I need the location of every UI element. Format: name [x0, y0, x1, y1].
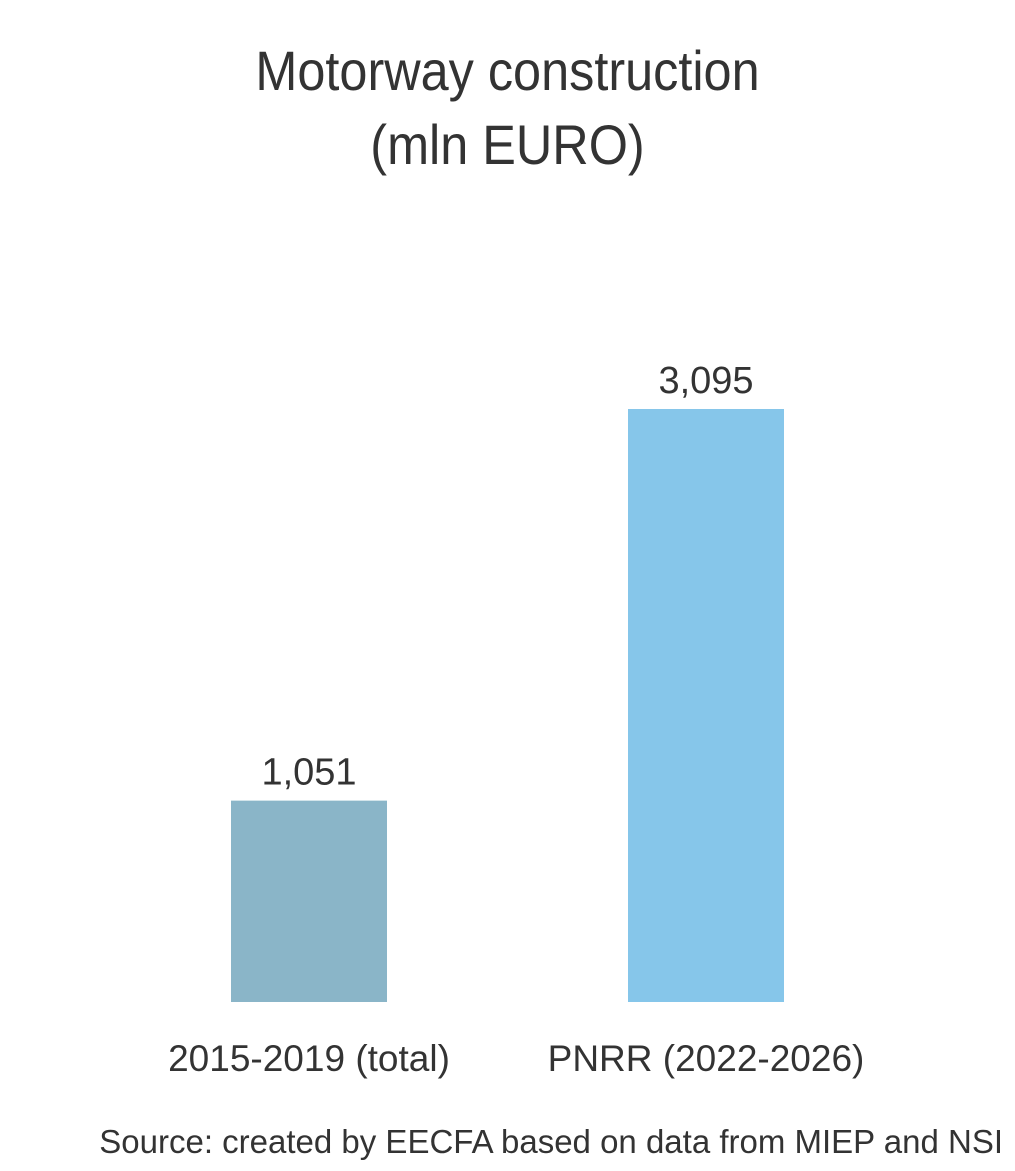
value-label-1: 1,051 [261, 752, 356, 794]
category-label-2: PNRR (2022-2026) [548, 1038, 865, 1079]
chart-title-line-2: (mln EURO) [370, 113, 645, 176]
category-label-1: 2015-2019 (total) [168, 1038, 450, 1079]
value-label-2: 3,095 [658, 360, 753, 402]
bar-chart: 1,051 2015-2019 (total) 3,095 PNRR (2022-20… [168, 360, 865, 1079]
chart-title-line-1: Motorway construction [255, 39, 760, 102]
bar-1 [231, 800, 387, 1002]
source-note: Source: created by EECFA based on data f… [99, 1123, 1003, 1160]
chart-title: Motorway construction (mln EURO) [51, 34, 965, 182]
bar-2 [628, 409, 784, 1002]
